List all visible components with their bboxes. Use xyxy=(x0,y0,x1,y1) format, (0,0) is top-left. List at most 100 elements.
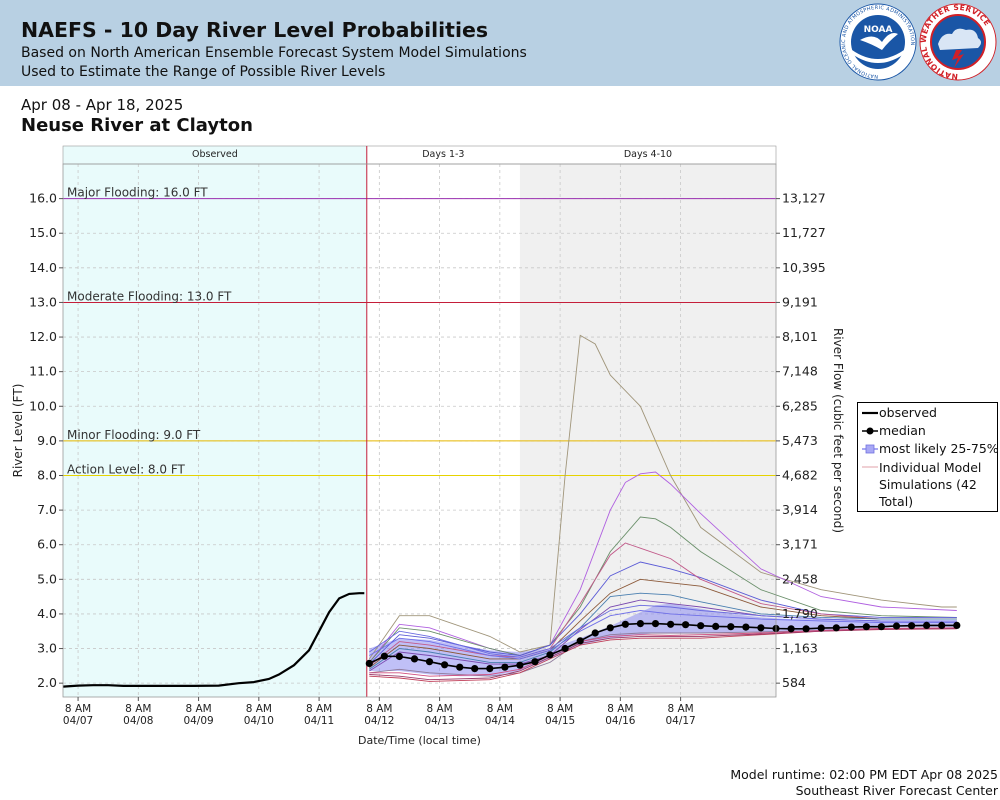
flow-tick-label: 11,727 xyxy=(782,225,826,240)
y-tick-label: 13.0 xyxy=(29,294,57,309)
median-point xyxy=(697,622,705,630)
subtitle-line-2: Used to Estimate the Range of Possible R… xyxy=(21,64,386,80)
median-point xyxy=(606,624,614,632)
median-point xyxy=(742,623,750,631)
median-point xyxy=(636,620,645,628)
median-point xyxy=(787,625,795,633)
median-point xyxy=(621,620,630,628)
x-tick-label-date: 04/13 xyxy=(424,715,454,727)
chart-legend: observed median most likely 25-75% Indiv… xyxy=(857,402,999,512)
median-point xyxy=(847,623,855,631)
period-label-days4-10: Days 4-10 xyxy=(624,149,672,160)
legend-label-likely: most likely 25-75% xyxy=(879,441,999,456)
date-range: Apr 08 - Apr 18, 2025 xyxy=(21,96,184,114)
x-tick-label-time: 8 AM xyxy=(667,703,693,715)
x-tick-label-date: 04/14 xyxy=(485,715,516,727)
median-point xyxy=(395,652,403,661)
agency-logos: NOAA NATIONAL OCEANIC AND ATMOSPHERIC AD… xyxy=(838,2,998,88)
median-point xyxy=(908,622,916,630)
y-tick-label: 14.0 xyxy=(29,260,57,275)
nws-logo-icon: NATIONAL WEATHER SERVICE xyxy=(919,3,997,81)
median-point xyxy=(923,621,931,630)
median-point xyxy=(682,621,690,629)
x-tick-label-date: 04/09 xyxy=(183,715,213,727)
observed-line-icon xyxy=(862,411,878,415)
median-point xyxy=(727,623,735,631)
flood-level-label: Moderate Flooding: 13.0 FT xyxy=(67,289,232,303)
median-point xyxy=(802,625,810,633)
x-tick-label-time: 8 AM xyxy=(125,703,151,715)
flow-tick-label: 4,682 xyxy=(782,467,818,482)
legend-item-median: median xyxy=(858,423,997,439)
median-point xyxy=(425,658,434,666)
simulation-line xyxy=(368,471,957,663)
flood-level-label: Minor Flooding: 9.0 FT xyxy=(67,428,201,442)
flow-tick-label: 5,473 xyxy=(782,433,818,448)
noaa-logo-text: NOAA xyxy=(864,25,893,35)
flow-tick-label: 584 xyxy=(782,675,806,690)
median-point xyxy=(546,651,554,659)
median-point xyxy=(817,624,825,632)
likely-band-icon xyxy=(862,444,878,454)
median-point xyxy=(410,655,419,663)
median-point xyxy=(892,622,901,630)
y-tick-label: 16.0 xyxy=(29,191,57,206)
median-marker-icon xyxy=(862,427,878,435)
flow-tick-label: 3,171 xyxy=(782,537,818,552)
flow-tick-label: 1,790 xyxy=(782,606,818,621)
y-tick-label: 5.0 xyxy=(37,571,57,586)
median-point xyxy=(757,624,765,632)
legend-item-simulations: Individual Model Simulations (42 Total) xyxy=(858,459,997,509)
x-tick-label-time: 8 AM xyxy=(246,703,272,715)
x-tick-label-date: 04/17 xyxy=(665,715,695,727)
x-tick-label-time: 8 AM xyxy=(306,703,332,715)
simulation-line xyxy=(368,516,957,663)
median-point xyxy=(456,663,464,671)
y-tick-label: 3.0 xyxy=(37,641,57,656)
legend-label-observed: observed xyxy=(879,405,937,420)
simulation-line xyxy=(369,610,957,660)
x-tick-label-date: 04/16 xyxy=(605,715,636,727)
median-point xyxy=(561,644,569,653)
median-point xyxy=(667,620,675,628)
x-tick-label-time: 8 AM xyxy=(487,703,513,715)
flood-level-label: Action Level: 8.0 FT xyxy=(67,462,186,476)
simulation-line xyxy=(369,628,957,681)
header-banner: NAEFS - 10 Day River Level Probabilities… xyxy=(0,0,1000,86)
plot-border xyxy=(62,163,777,698)
median-points xyxy=(365,620,961,673)
y-tick-label: 10.0 xyxy=(29,398,57,413)
x-tick-label-date: 04/10 xyxy=(244,715,274,727)
median-point xyxy=(380,652,388,660)
median-point xyxy=(501,663,509,671)
observed-period-bg xyxy=(63,146,367,697)
simulation-line xyxy=(369,604,957,658)
median-point xyxy=(877,623,886,631)
flow-tick-label: 6,285 xyxy=(782,398,818,413)
y-tick-label: 11.0 xyxy=(29,364,57,379)
median-point xyxy=(531,658,539,666)
median-point xyxy=(862,623,871,631)
simulation-line xyxy=(369,542,957,667)
x-tick-label-time: 8 AM xyxy=(366,703,392,715)
median-point xyxy=(651,620,660,628)
median-line xyxy=(368,622,957,670)
flow-tick-label: 9,191 xyxy=(782,294,818,309)
simulation-line xyxy=(368,334,957,660)
median-point xyxy=(832,624,840,632)
y-axis-label-right: River Flow (cubic feet per second) xyxy=(831,328,845,533)
median-point xyxy=(441,661,449,669)
median-point xyxy=(516,661,524,669)
flow-tick-label: 8,101 xyxy=(782,329,818,344)
median-point xyxy=(365,659,373,668)
y-tick-label: 12.0 xyxy=(29,329,57,344)
page-title: NAEFS - 10 Day River Level Probabilities xyxy=(21,18,489,42)
y-tick-label: 9.0 xyxy=(37,433,57,448)
simulation-line xyxy=(368,561,957,665)
x-tick-label-date: 04/11 xyxy=(304,715,334,727)
period-label-observed: Observed xyxy=(192,149,238,160)
simulation-lines xyxy=(368,334,957,682)
x-tick-label-time: 8 AM xyxy=(607,703,633,715)
legend-label-simulations: Individual Model Simulations (42 Total) xyxy=(879,460,982,509)
flow-tick-label: 13,127 xyxy=(782,191,826,206)
